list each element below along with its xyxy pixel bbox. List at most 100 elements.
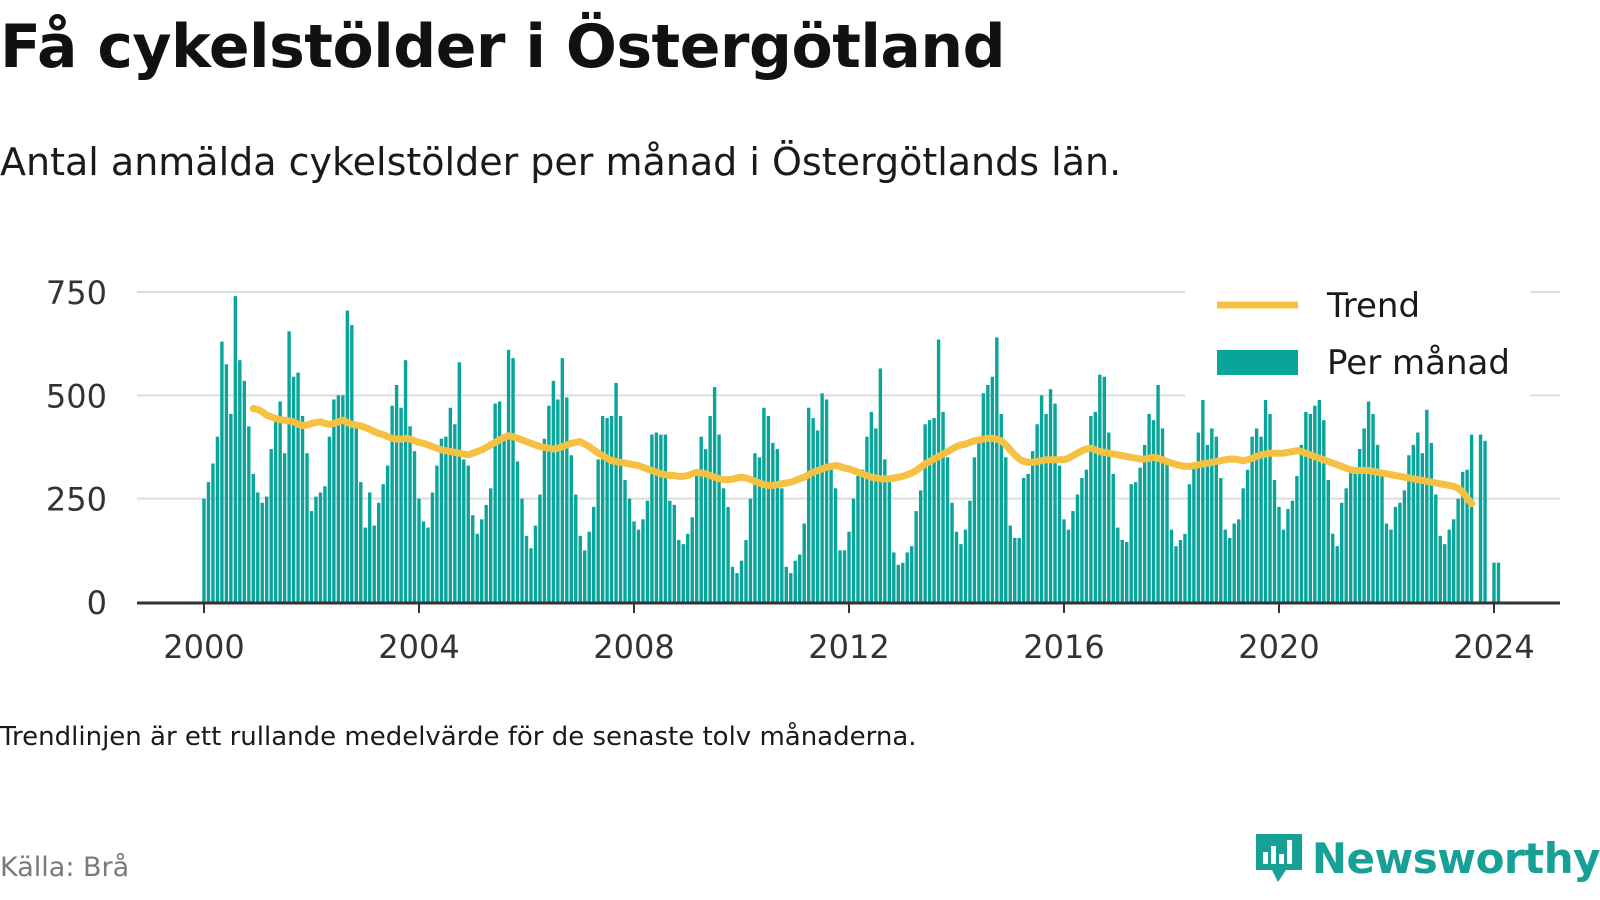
bar — [1443, 544, 1447, 602]
brand-logo: Newsworthy — [1254, 832, 1600, 884]
chart-subtitle: Antal anmälda cykelstölder per månad i Ö… — [0, 140, 1122, 184]
bar — [874, 428, 878, 602]
bar — [869, 411, 874, 602]
bar — [1245, 469, 1250, 602]
bar — [385, 465, 390, 602]
bar — [359, 482, 363, 602]
bar — [650, 434, 654, 602]
bar — [1263, 382, 1268, 602]
bar — [1353, 467, 1357, 602]
bar — [206, 482, 211, 602]
bar — [802, 523, 806, 602]
bar — [927, 420, 932, 602]
bar — [1398, 502, 1402, 602]
bar — [856, 475, 860, 602]
bar — [403, 360, 408, 602]
bar — [1156, 385, 1160, 602]
bar — [1232, 523, 1236, 602]
bar — [287, 331, 291, 602]
bar — [914, 511, 918, 602]
bar — [824, 399, 829, 602]
bar — [990, 376, 995, 602]
bar — [878, 368, 883, 602]
x-tick-label: 2012 — [808, 628, 889, 666]
bar — [600, 416, 605, 602]
legend-trend-label: Trend — [1326, 286, 1420, 326]
bar — [1496, 562, 1501, 602]
bar — [1151, 420, 1156, 602]
bar — [1066, 529, 1071, 602]
bar — [726, 506, 730, 602]
bar — [291, 376, 296, 602]
bar — [345, 310, 350, 602]
bar — [1478, 434, 1483, 602]
bar — [712, 387, 717, 602]
bar — [905, 552, 909, 602]
bar — [1331, 533, 1335, 602]
bar — [1402, 490, 1407, 602]
bar — [753, 453, 757, 602]
newsworthy-chart-icon — [1255, 834, 1302, 882]
bar — [596, 459, 600, 602]
bar — [390, 405, 394, 602]
bar — [1223, 529, 1227, 602]
bar — [1089, 416, 1093, 602]
bar — [1420, 453, 1425, 602]
bar — [811, 418, 815, 602]
bar — [659, 434, 663, 602]
bar — [829, 467, 833, 602]
x-tick-label: 2024 — [1453, 628, 1534, 666]
bar — [1228, 537, 1232, 602]
bar — [1205, 444, 1210, 602]
bar — [1357, 449, 1362, 602]
bar — [332, 399, 336, 602]
bar — [1304, 411, 1308, 602]
bar — [677, 540, 681, 602]
bar — [269, 449, 273, 602]
bar — [233, 296, 238, 602]
bar — [981, 393, 986, 602]
x-tick-label: 2008 — [593, 628, 674, 666]
bar — [1492, 562, 1496, 602]
bar — [1174, 546, 1178, 602]
x-tick-label: 2016 — [1023, 628, 1104, 666]
bar — [273, 420, 278, 602]
bar — [815, 430, 820, 602]
bar — [771, 442, 775, 602]
bar — [1133, 482, 1138, 602]
bar — [972, 457, 977, 602]
bar — [421, 521, 426, 602]
bar — [1071, 511, 1075, 602]
bar — [341, 395, 345, 602]
bar — [1465, 469, 1469, 602]
bar — [1429, 442, 1433, 602]
source-credit: Källa: Brå — [0, 852, 130, 883]
bar — [1107, 432, 1111, 602]
bar — [1102, 376, 1107, 602]
bar — [847, 531, 851, 602]
bar — [1362, 428, 1366, 602]
bar — [1389, 529, 1393, 602]
bar — [775, 449, 780, 602]
y-tick-labels: 0 250 500 750 — [46, 274, 107, 622]
bar — [565, 397, 569, 602]
bar — [739, 560, 744, 602]
bar — [883, 459, 887, 602]
bar — [654, 432, 659, 602]
bar — [1340, 502, 1344, 602]
bar — [296, 372, 300, 602]
bar — [627, 498, 632, 602]
bar — [1380, 473, 1384, 602]
bar — [1210, 428, 1214, 602]
bar — [1344, 488, 1348, 602]
bar — [1425, 409, 1429, 602]
bar — [1030, 451, 1035, 602]
bar — [887, 480, 892, 602]
bar — [1299, 444, 1304, 602]
bar — [833, 488, 838, 602]
bar — [636, 529, 641, 602]
bar — [282, 453, 287, 602]
bar — [1013, 537, 1017, 602]
bar — [1008, 525, 1012, 602]
bar — [1469, 434, 1474, 602]
